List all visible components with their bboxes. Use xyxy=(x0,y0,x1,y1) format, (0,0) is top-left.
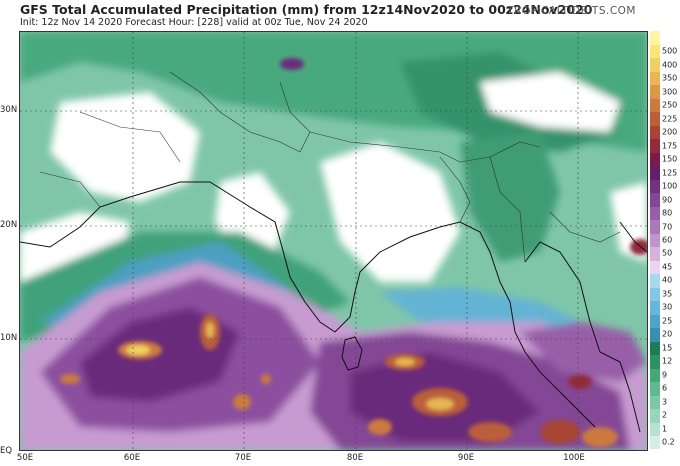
colorbar-swatch xyxy=(650,206,660,221)
lon-label-90e: 90E xyxy=(457,453,475,463)
colorbar-label: 30 xyxy=(662,302,673,312)
colorbar-label: 25 xyxy=(662,316,673,326)
colorbar-swatch xyxy=(650,246,660,261)
colorbar-label: 400 xyxy=(662,60,678,70)
lon-label-70e: 70E xyxy=(234,453,252,463)
colorbar-label: 35 xyxy=(662,289,673,299)
lat-label-20n: 20N xyxy=(0,220,18,230)
colorbar-swatch xyxy=(650,179,660,194)
colorbar-swatch xyxy=(650,408,660,423)
colorbar-label: 40 xyxy=(662,275,673,285)
colorbar-swatch xyxy=(650,71,660,86)
map-canvas xyxy=(20,32,647,450)
colorbar-label: 350 xyxy=(662,73,678,83)
colorbar-swatch xyxy=(650,273,660,288)
colorbar-label: 2 xyxy=(662,410,668,420)
colorbar-label: 0.2 xyxy=(662,437,675,447)
colorbar-swatch xyxy=(650,192,660,207)
chart-title: GFS Total Accumulated Precipitation (mm)… xyxy=(20,2,593,17)
colorbar-swatch xyxy=(650,233,660,248)
lon-label-60e: 60E xyxy=(123,453,141,463)
chart-subtitle: Init: 12z Nov 14 2020 Forecast Hour: [22… xyxy=(20,17,368,28)
lon-label-80e: 80E xyxy=(346,453,364,463)
lon-label-100e: 100E xyxy=(563,453,585,463)
colorbar-swatch xyxy=(650,327,660,342)
colorbar-swatch xyxy=(650,381,660,396)
colorbar-label: 100 xyxy=(662,181,678,191)
lat-label-eq: EQ xyxy=(0,446,13,456)
colorbar-label: 90 xyxy=(662,195,673,205)
coastlines xyxy=(20,181,647,433)
colorbar-label: 175 xyxy=(662,141,678,151)
colorbar-swatch xyxy=(650,395,660,410)
colorbar-label: 1 xyxy=(662,424,668,434)
colorbar-label: 3 xyxy=(662,397,668,407)
colorbar-swatch xyxy=(650,44,660,59)
colorbar-swatch xyxy=(650,138,660,153)
colorbar-label: 6 xyxy=(662,383,668,393)
lat-label-10n: 10N xyxy=(0,333,18,343)
colorbar-swatch xyxy=(650,300,660,315)
colorbar-swatch xyxy=(650,98,660,113)
colorbar-swatch xyxy=(650,287,660,302)
colorbar-label: 45 xyxy=(662,262,673,272)
colorbar-swatch xyxy=(650,314,660,329)
colorbar-label: 50 xyxy=(662,248,673,258)
colorbar-swatch xyxy=(650,31,660,45)
lon-label-50e: 50E xyxy=(16,453,34,463)
colorbar-label: 80 xyxy=(662,208,673,218)
colorbar-swatch xyxy=(650,125,660,140)
colorbar-swatch xyxy=(650,422,660,436)
colorbar-label: 225 xyxy=(662,114,678,124)
country-borders xyxy=(39,71,621,263)
colorbar-label: 200 xyxy=(662,127,678,137)
precipitation-map xyxy=(19,31,648,451)
colorbar-swatch xyxy=(650,368,660,383)
colorbar-swatch xyxy=(650,57,660,72)
brand-label[interactable]: TROPICALTIDBITS.COM xyxy=(507,5,636,17)
colorbar-label: 70 xyxy=(662,222,673,232)
colorbar-label: 9 xyxy=(662,370,668,380)
colorbar-label: 20 xyxy=(662,329,673,339)
colorbar-swatch xyxy=(650,219,660,234)
precipitation-colorbar: 0.2 1 2 3 6 9 12 15 20 25 30 35 40 45 50 60 70 80 90 100 125… xyxy=(650,31,680,450)
lat-label-30n: 30N xyxy=(0,105,18,115)
colorbar-label: 500 xyxy=(662,46,678,56)
colorbar-label: 15 xyxy=(662,343,673,353)
colorbar-swatch xyxy=(650,84,660,99)
colorbar-swatch xyxy=(650,260,660,275)
colorbar-swatch xyxy=(650,165,660,180)
colorbar-label: 150 xyxy=(662,154,678,164)
colorbar-swatch xyxy=(650,435,660,450)
colorbar-swatch xyxy=(650,354,660,369)
colorbar-label: 250 xyxy=(662,100,678,110)
colorbar-label: 60 xyxy=(662,235,673,245)
colorbar-label: 125 xyxy=(662,168,678,178)
colorbar-label: 12 xyxy=(662,356,673,366)
colorbar-label: 300 xyxy=(662,87,678,97)
colorbar-swatch xyxy=(650,111,660,126)
colorbar-swatch xyxy=(650,341,660,356)
colorbar-swatch xyxy=(650,152,660,167)
